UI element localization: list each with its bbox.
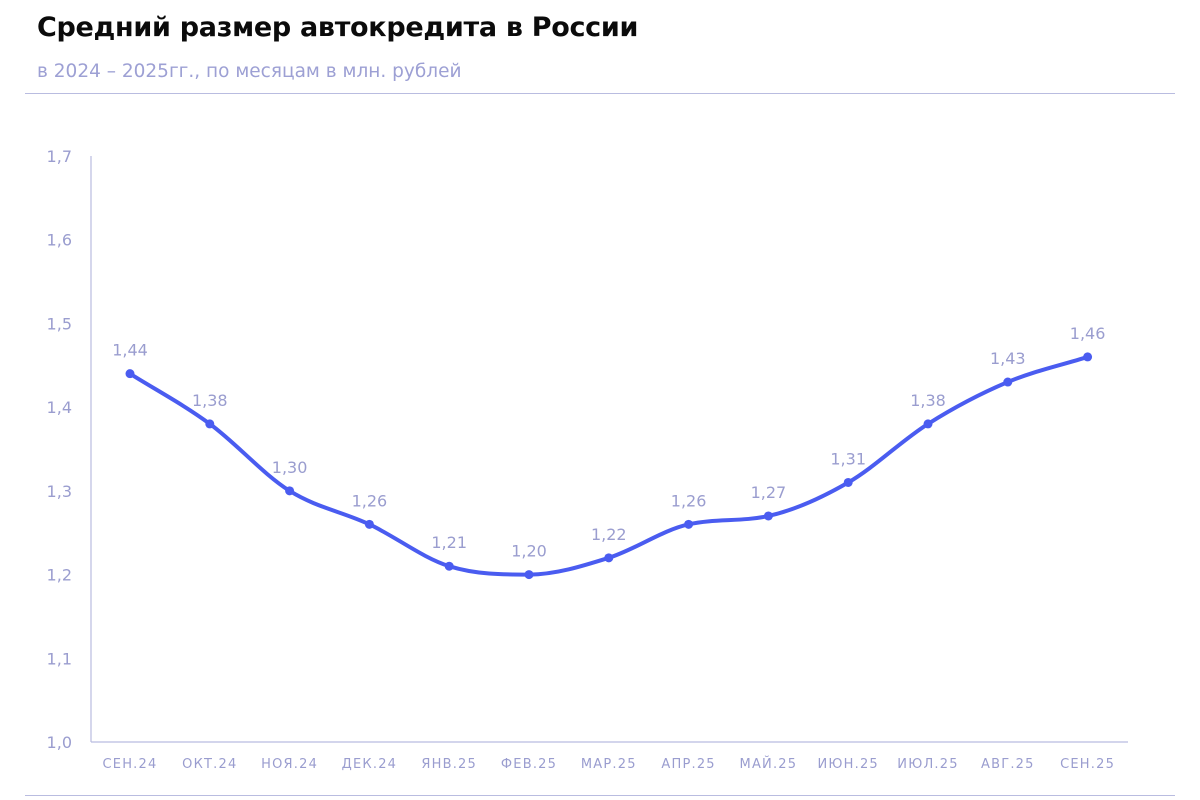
y-axis-ticks: 1,0 1,1 1,2 1,3 1,4 1,5 1,6 1,7 bbox=[47, 147, 72, 752]
data-point bbox=[763, 511, 773, 521]
x-tick-label: МАР.25 bbox=[581, 757, 637, 772]
x-tick-label: ФЕВ.25 bbox=[501, 757, 557, 772]
data-label: 1,26 bbox=[671, 491, 707, 510]
footer-divider bbox=[25, 795, 1175, 796]
data-point bbox=[125, 369, 135, 379]
data-point bbox=[205, 419, 215, 429]
x-tick-label: СЕН.24 bbox=[103, 757, 158, 772]
x-tick-label: ИЮЛ.25 bbox=[897, 757, 958, 772]
y-tick-label: 1,0 bbox=[47, 733, 72, 752]
data-label: 1,30 bbox=[272, 458, 308, 477]
header-divider bbox=[25, 93, 1175, 94]
x-axis-ticks: СЕН.24 ОКТ.24 НОЯ.24 ДЕК.24 ЯНВ.25 ФЕВ.25 МАР.… bbox=[103, 756, 1115, 772]
x-tick-label: СЕН.25 bbox=[1060, 757, 1115, 772]
series-layer bbox=[125, 352, 1093, 580]
data-label: 1,20 bbox=[511, 542, 547, 561]
data-label: 1,31 bbox=[830, 449, 866, 468]
data-label: 1,27 bbox=[751, 483, 787, 502]
data-point bbox=[364, 519, 374, 529]
axes bbox=[90, 156, 1128, 743]
data-label: 1,26 bbox=[352, 491, 388, 510]
data-label: 1,43 bbox=[990, 349, 1026, 368]
data-labels: 1,44 1,38 1,30 1,26 1,21 1,20 1,22 1,26 1,27 1,31… bbox=[112, 324, 1105, 561]
data-point bbox=[843, 477, 853, 487]
data-label: 1,46 bbox=[1070, 324, 1106, 343]
data-label: 1,38 bbox=[910, 391, 946, 410]
y-tick-label: 1,3 bbox=[47, 482, 72, 501]
chart-title: Средний размер автокредита в России bbox=[37, 12, 639, 43]
x-tick-label: ЯНВ.25 bbox=[421, 757, 477, 772]
x-tick-label: ИЮН.25 bbox=[817, 757, 878, 772]
data-point bbox=[923, 419, 933, 429]
y-tick-label: 1,5 bbox=[47, 314, 72, 333]
data-point bbox=[1083, 352, 1093, 362]
data-label: 1,21 bbox=[431, 533, 467, 552]
x-tick-label: ОКТ.24 bbox=[182, 757, 237, 772]
data-label: 1,44 bbox=[112, 341, 148, 360]
x-tick-label: АПР.25 bbox=[661, 757, 715, 772]
data-label: 1,22 bbox=[591, 525, 627, 544]
x-tick-label: ДЕК.24 bbox=[342, 757, 397, 772]
y-tick-label: 1,4 bbox=[47, 398, 72, 417]
data-point bbox=[524, 570, 534, 580]
y-tick-label: 1,6 bbox=[47, 231, 72, 250]
data-point bbox=[684, 519, 694, 529]
y-tick-label: 1,1 bbox=[47, 649, 72, 668]
data-point bbox=[285, 486, 295, 496]
data-point bbox=[604, 553, 614, 563]
data-point bbox=[1003, 377, 1013, 387]
chart-subtitle: в 2024 – 2025гг., по месяцам в млн. рубл… bbox=[37, 61, 462, 82]
x-tick-label: МАЙ.25 bbox=[740, 756, 798, 772]
x-tick-label: НОЯ.24 bbox=[261, 757, 318, 772]
data-label: 1,38 bbox=[192, 391, 228, 410]
y-tick-label: 1,2 bbox=[47, 566, 72, 585]
x-tick-label: АВГ.25 bbox=[981, 757, 1035, 772]
y-tick-label: 1,7 bbox=[47, 147, 72, 166]
data-point bbox=[444, 561, 454, 571]
